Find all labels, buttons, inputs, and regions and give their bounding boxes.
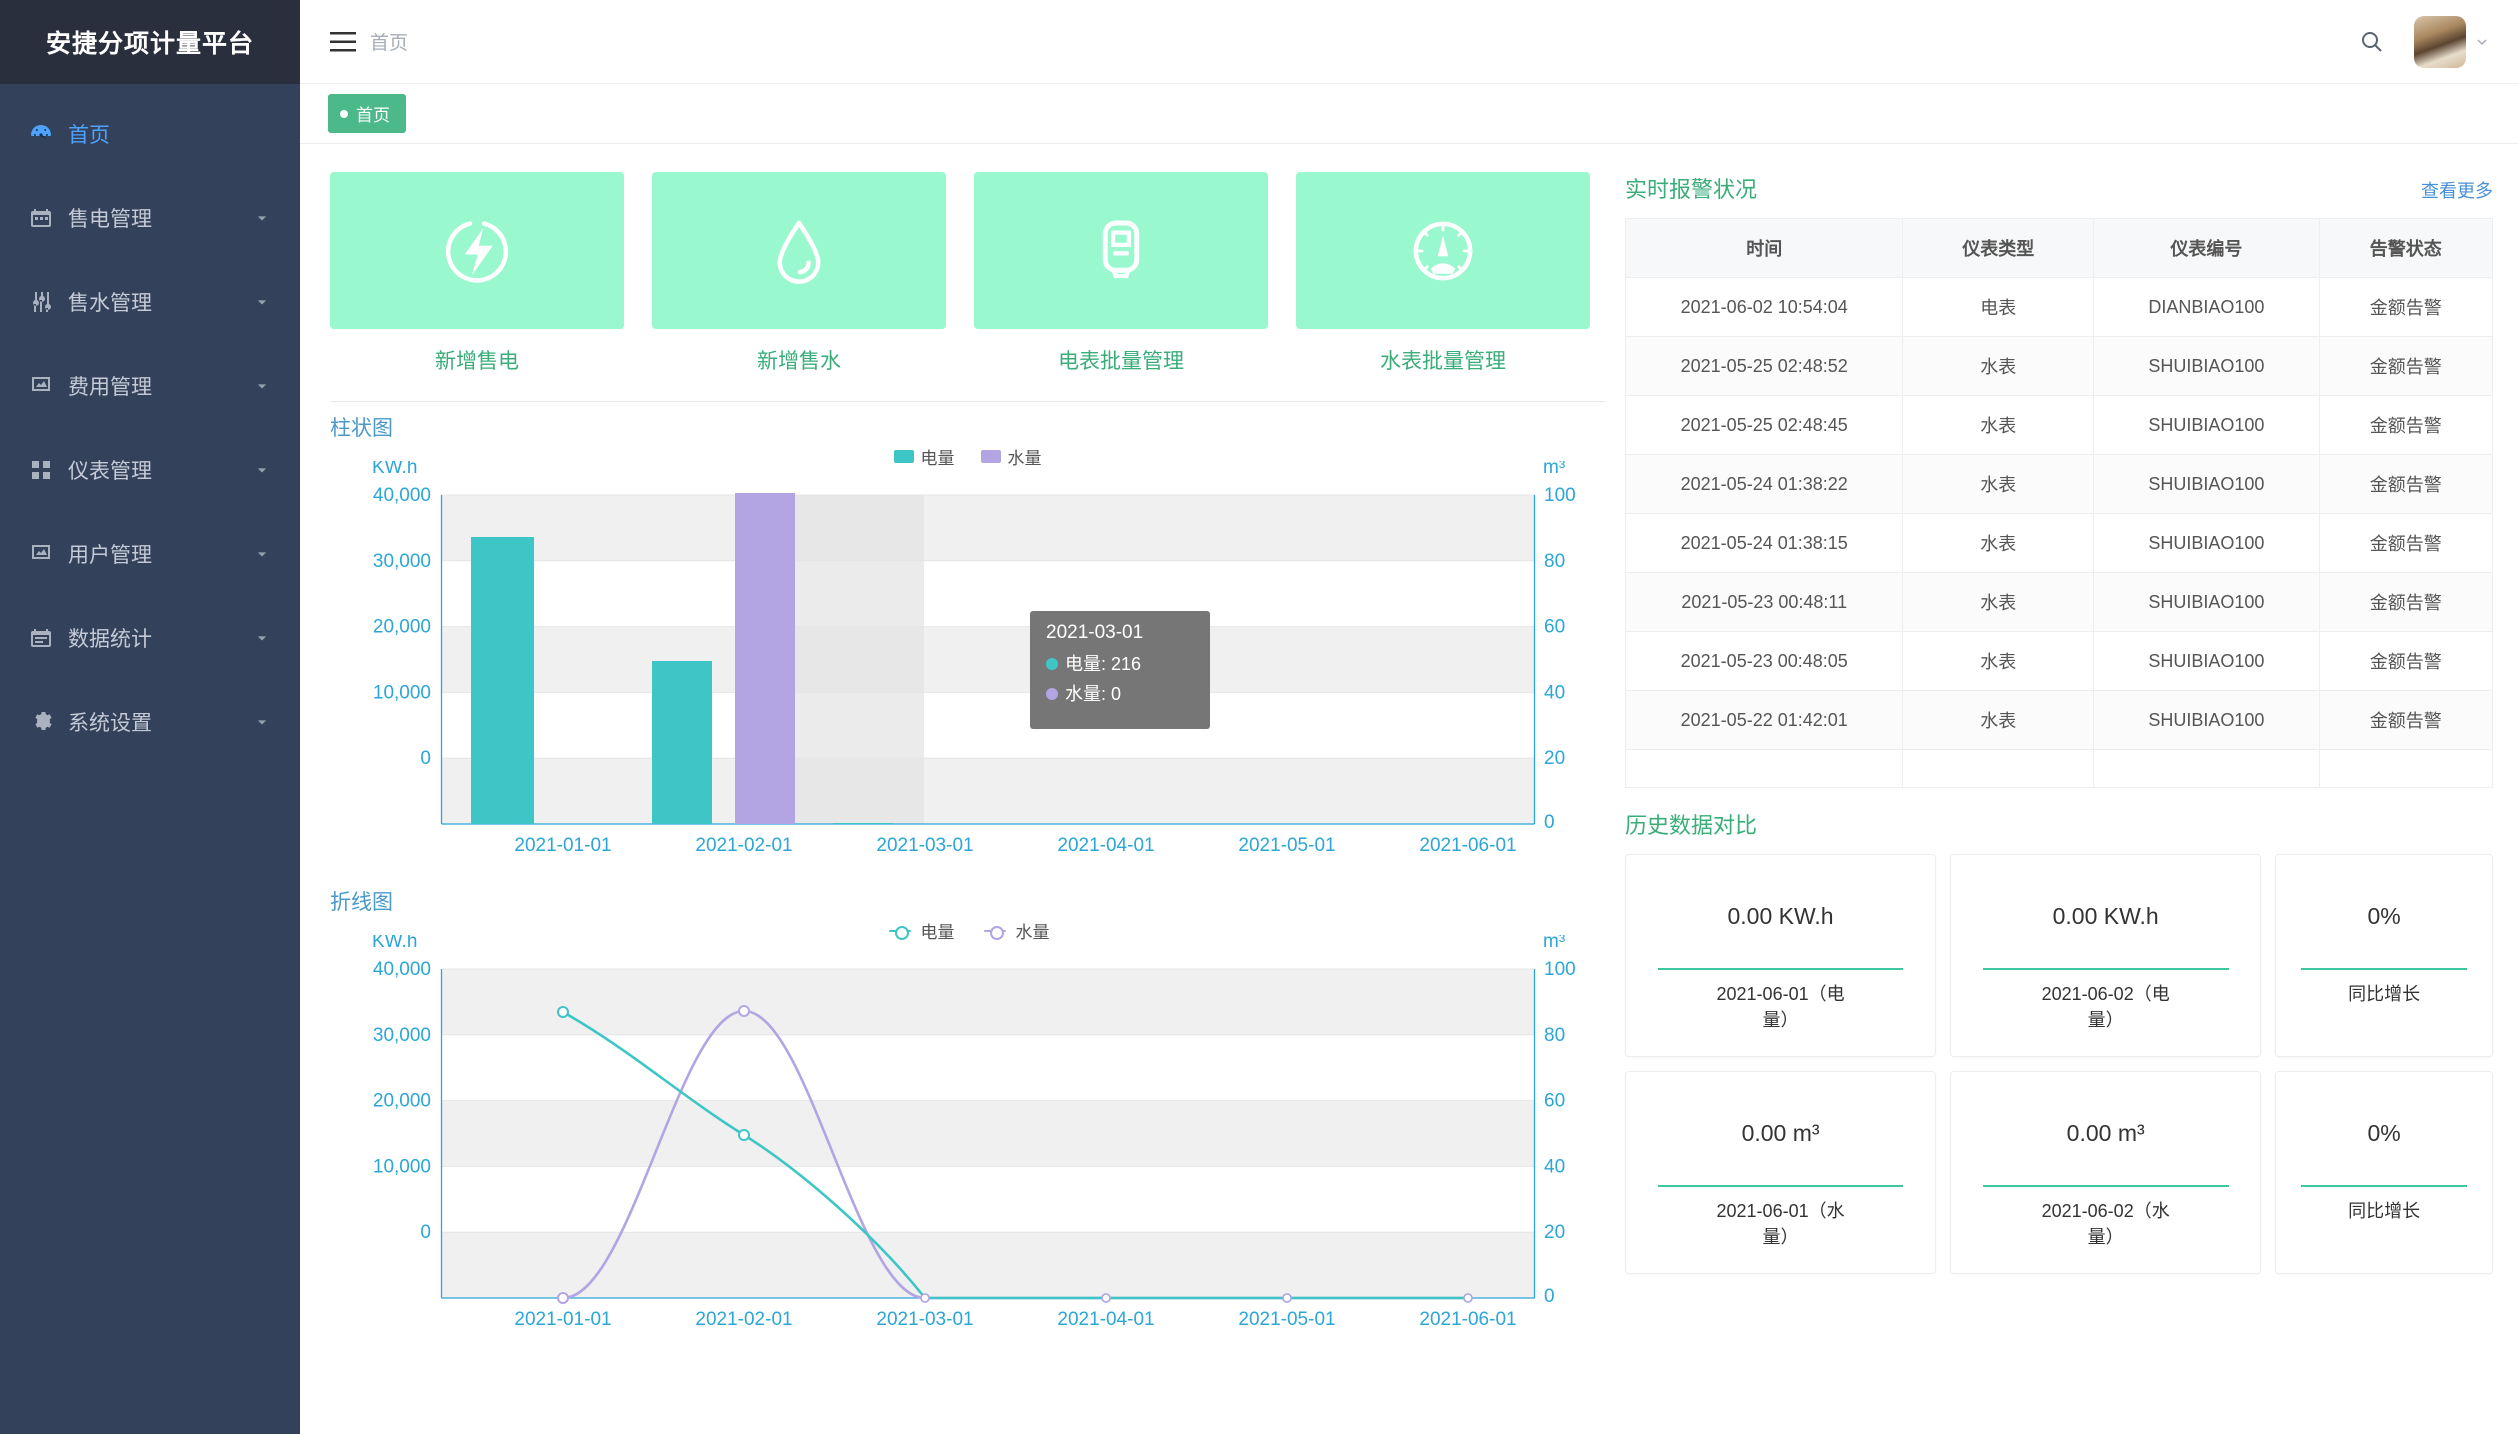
- svg-text:10,000: 10,000: [373, 1156, 431, 1177]
- svg-text:2021-03-01: 2021-03-01: [876, 1309, 973, 1330]
- svg-text:2021-04-01: 2021-04-01: [1057, 835, 1154, 856]
- svg-text:20,000: 20,000: [373, 1091, 431, 1112]
- svg-text:40,000: 40,000: [373, 485, 431, 506]
- svg-text:2021-03-01: 2021-03-01: [1046, 622, 1143, 643]
- svg-text:0: 0: [1544, 1286, 1555, 1307]
- svg-text:2021-05-01: 2021-05-01: [1238, 835, 1335, 856]
- svg-text:80: 80: [1544, 551, 1565, 572]
- svg-text:20: 20: [1544, 748, 1565, 769]
- svg-text:80: 80: [1544, 1025, 1565, 1046]
- svg-text:40,000: 40,000: [373, 959, 431, 980]
- svg-text:20,000: 20,000: [373, 617, 431, 638]
- svg-text:2021-05-01: 2021-05-01: [1238, 1309, 1335, 1330]
- svg-text:30,000: 30,000: [373, 551, 431, 572]
- svg-text:2021-03-01: 2021-03-01: [876, 835, 973, 856]
- svg-text:m³: m³: [1543, 461, 1565, 478]
- svg-text:2021-01-01: 2021-01-01: [514, 835, 611, 856]
- svg-text:30,000: 30,000: [373, 1025, 431, 1046]
- svg-text:2021-01-01: 2021-01-01: [514, 1309, 611, 1330]
- svg-text:2021-04-01: 2021-04-01: [1057, 1309, 1154, 1330]
- svg-text:10,000: 10,000: [373, 682, 431, 703]
- svg-text:KW.h: KW.h: [372, 935, 417, 952]
- svg-text:水量: 0: 水量: 0: [1065, 684, 1121, 704]
- svg-text:2021-02-01: 2021-02-01: [695, 1309, 792, 1330]
- svg-text:2021-06-01: 2021-06-01: [1419, 1309, 1516, 1330]
- svg-text:0: 0: [420, 748, 431, 769]
- svg-text:20: 20: [1544, 1222, 1565, 1243]
- svg-text:100: 100: [1544, 485, 1576, 506]
- svg-text:m³: m³: [1543, 935, 1565, 952]
- svg-text:0: 0: [1544, 812, 1555, 833]
- svg-text:KW.h: KW.h: [372, 461, 417, 478]
- svg-text:40: 40: [1544, 1156, 1565, 1177]
- svg-text:60: 60: [1544, 1091, 1565, 1112]
- svg-text:0: 0: [420, 1222, 431, 1243]
- svg-text:60: 60: [1544, 617, 1565, 638]
- svg-text:100: 100: [1544, 959, 1576, 980]
- svg-text:2021-02-01: 2021-02-01: [695, 835, 792, 856]
- svg-text:40: 40: [1544, 682, 1565, 703]
- svg-text:2021-06-01: 2021-06-01: [1419, 835, 1516, 856]
- svg-text:电量: 216: 电量: 216: [1065, 654, 1141, 674]
